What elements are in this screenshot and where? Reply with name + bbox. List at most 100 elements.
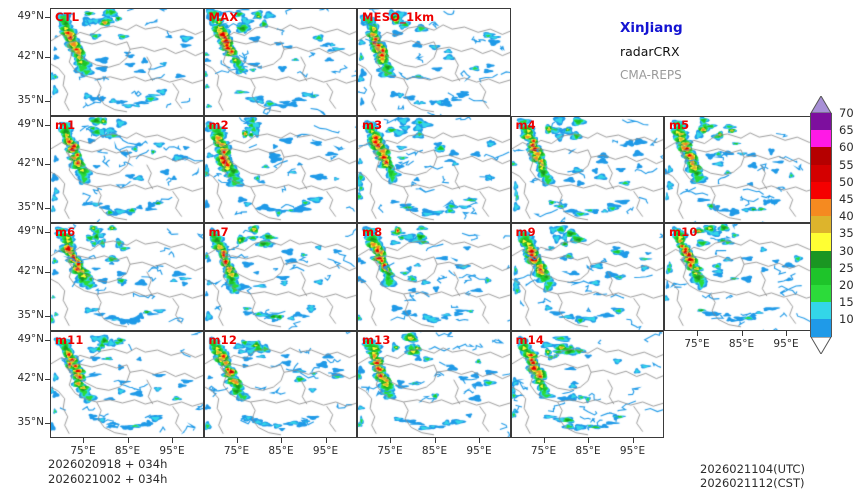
- panel-label: m4: [515, 117, 536, 132]
- x-axis-tick: [479, 438, 481, 443]
- x-axis-tick: [127, 438, 129, 443]
- panel-label: m10: [669, 225, 698, 239]
- x-axis-label: 95°E: [159, 445, 185, 457]
- y-axis-tick: [45, 339, 50, 341]
- reflectivity-field: [51, 224, 203, 330]
- map-panel-m2: m2: [203, 115, 357, 223]
- x-axis-label: 95°E: [466, 445, 492, 457]
- x-axis-label: 85°E: [114, 445, 141, 457]
- reflectivity-field: [511, 116, 664, 223]
- y-axis-tick: [45, 271, 50, 273]
- panel-label: m3: [362, 117, 383, 132]
- y-axis-tick: [45, 208, 50, 210]
- colorbar-tick-label: 30: [839, 243, 854, 258]
- colorbar-band: [810, 233, 832, 251]
- panel-label: MAX: [208, 10, 239, 24]
- x-axis-label: 85°E: [421, 445, 448, 457]
- x-axis-tick: [697, 330, 698, 336]
- y-axis-tick: [45, 423, 50, 425]
- reflectivity-field: [204, 9, 357, 115]
- panel-label: m7: [208, 225, 229, 239]
- reflectivity-field: [51, 116, 203, 223]
- x-axis-tick: [236, 438, 238, 443]
- reflectivity-field: [51, 9, 203, 115]
- y-axis-tick: [45, 124, 50, 126]
- x-axis-tick: [741, 330, 743, 336]
- map-panel-m11: m11: [50, 330, 204, 438]
- colorbar-tick-label: 55: [839, 157, 854, 172]
- reflectivity-field: [358, 116, 510, 223]
- map-panel-meso_1km: MESO_1km: [357, 8, 511, 116]
- reflectivity-field: [51, 331, 203, 438]
- panel-label: m6: [55, 225, 76, 239]
- variable-title: radarCRX: [620, 44, 680, 59]
- panel-label: m9: [515, 225, 536, 239]
- map-panel-m5: m5: [664, 115, 818, 223]
- x-axis-tick: [325, 438, 327, 443]
- y-axis-tick: [45, 17, 50, 19]
- y-axis-tick: [45, 232, 50, 234]
- x-axis-label: 75°E: [684, 337, 710, 350]
- panel-label: m11: [55, 332, 84, 347]
- colorbar-tick-label: 70: [839, 106, 854, 120]
- colorbar-tick-label: 35: [839, 226, 854, 241]
- colorbar-tick-label: 60: [839, 140, 854, 155]
- colorbar: 70 65 60 55 50 45 40 35 30 25 20 15 10: [810, 95, 854, 355]
- x-axis-tick: [434, 438, 436, 443]
- panel-label: m1: [55, 117, 76, 132]
- y-axis-tick: [45, 379, 50, 381]
- reflectivity-field: [511, 331, 664, 438]
- x-axis-tick: [281, 438, 283, 443]
- x-axis-tick: [543, 438, 545, 443]
- x-axis-label: 85°E: [728, 337, 755, 350]
- reflectivity-field: [511, 224, 664, 330]
- colorbar-band: [810, 216, 832, 234]
- colorbar-over-range-cap: [810, 95, 832, 114]
- map-panel-m1: m1: [50, 115, 204, 223]
- map-panel-m3: m3: [357, 115, 511, 223]
- y-axis-label: 42°N: [17, 372, 44, 385]
- y-axis-label: 49°N: [17, 10, 44, 23]
- x-axis-label: 75°E: [530, 445, 557, 457]
- map-panel-m9: m9: [510, 223, 664, 331]
- x-axis-label: 95°E: [312, 445, 339, 457]
- map-panel-m10: m10: [664, 223, 818, 331]
- init-time-primary: 2026020918 + 034h: [48, 457, 168, 471]
- reflectivity-field: [358, 9, 510, 115]
- y-axis-label: 35°N: [17, 201, 44, 214]
- panel-label: m13: [362, 332, 391, 347]
- reflectivity-field: [204, 116, 357, 223]
- colorbar-band: [810, 164, 832, 182]
- map-panel-m6: m6: [50, 223, 204, 331]
- y-axis-tick: [45, 164, 50, 166]
- x-axis-tick: [786, 330, 788, 336]
- colorbar-band: [810, 285, 832, 303]
- colorbar-tick-label: 10: [839, 312, 854, 327]
- y-axis-label: 42°N: [17, 157, 44, 170]
- reflectivity-field: [358, 331, 510, 438]
- y-axis-label: 35°N: [17, 308, 44, 321]
- reflectivity-field: [358, 224, 510, 330]
- colorbar-band: [810, 250, 832, 268]
- colorbar-band: [810, 147, 832, 165]
- colorbar-band: [810, 267, 832, 285]
- map-panel-m13: m13: [357, 330, 511, 438]
- reflectivity-field: [204, 224, 357, 330]
- colorbar-tick-label: 25: [839, 260, 854, 275]
- y-axis-tick: [45, 315, 50, 317]
- reflectivity-field: [204, 331, 357, 438]
- panel-label: m14: [515, 332, 545, 347]
- x-axis-label: 85°E: [575, 445, 601, 457]
- x-axis-tick: [390, 438, 391, 443]
- panel-label: CTL: [55, 10, 80, 24]
- map-panel-m12: m12: [203, 330, 357, 438]
- colorbar-band: [810, 319, 832, 337]
- colorbar-band: [810, 302, 832, 320]
- x-axis-tick: [588, 438, 590, 443]
- map-panel-m14: m14: [510, 330, 664, 438]
- x-axis-tick: [83, 438, 84, 443]
- panel-label: m5: [669, 117, 690, 132]
- reflectivity-field: [665, 116, 817, 223]
- valid-time-utc: 2026021104(UTC): [700, 462, 805, 476]
